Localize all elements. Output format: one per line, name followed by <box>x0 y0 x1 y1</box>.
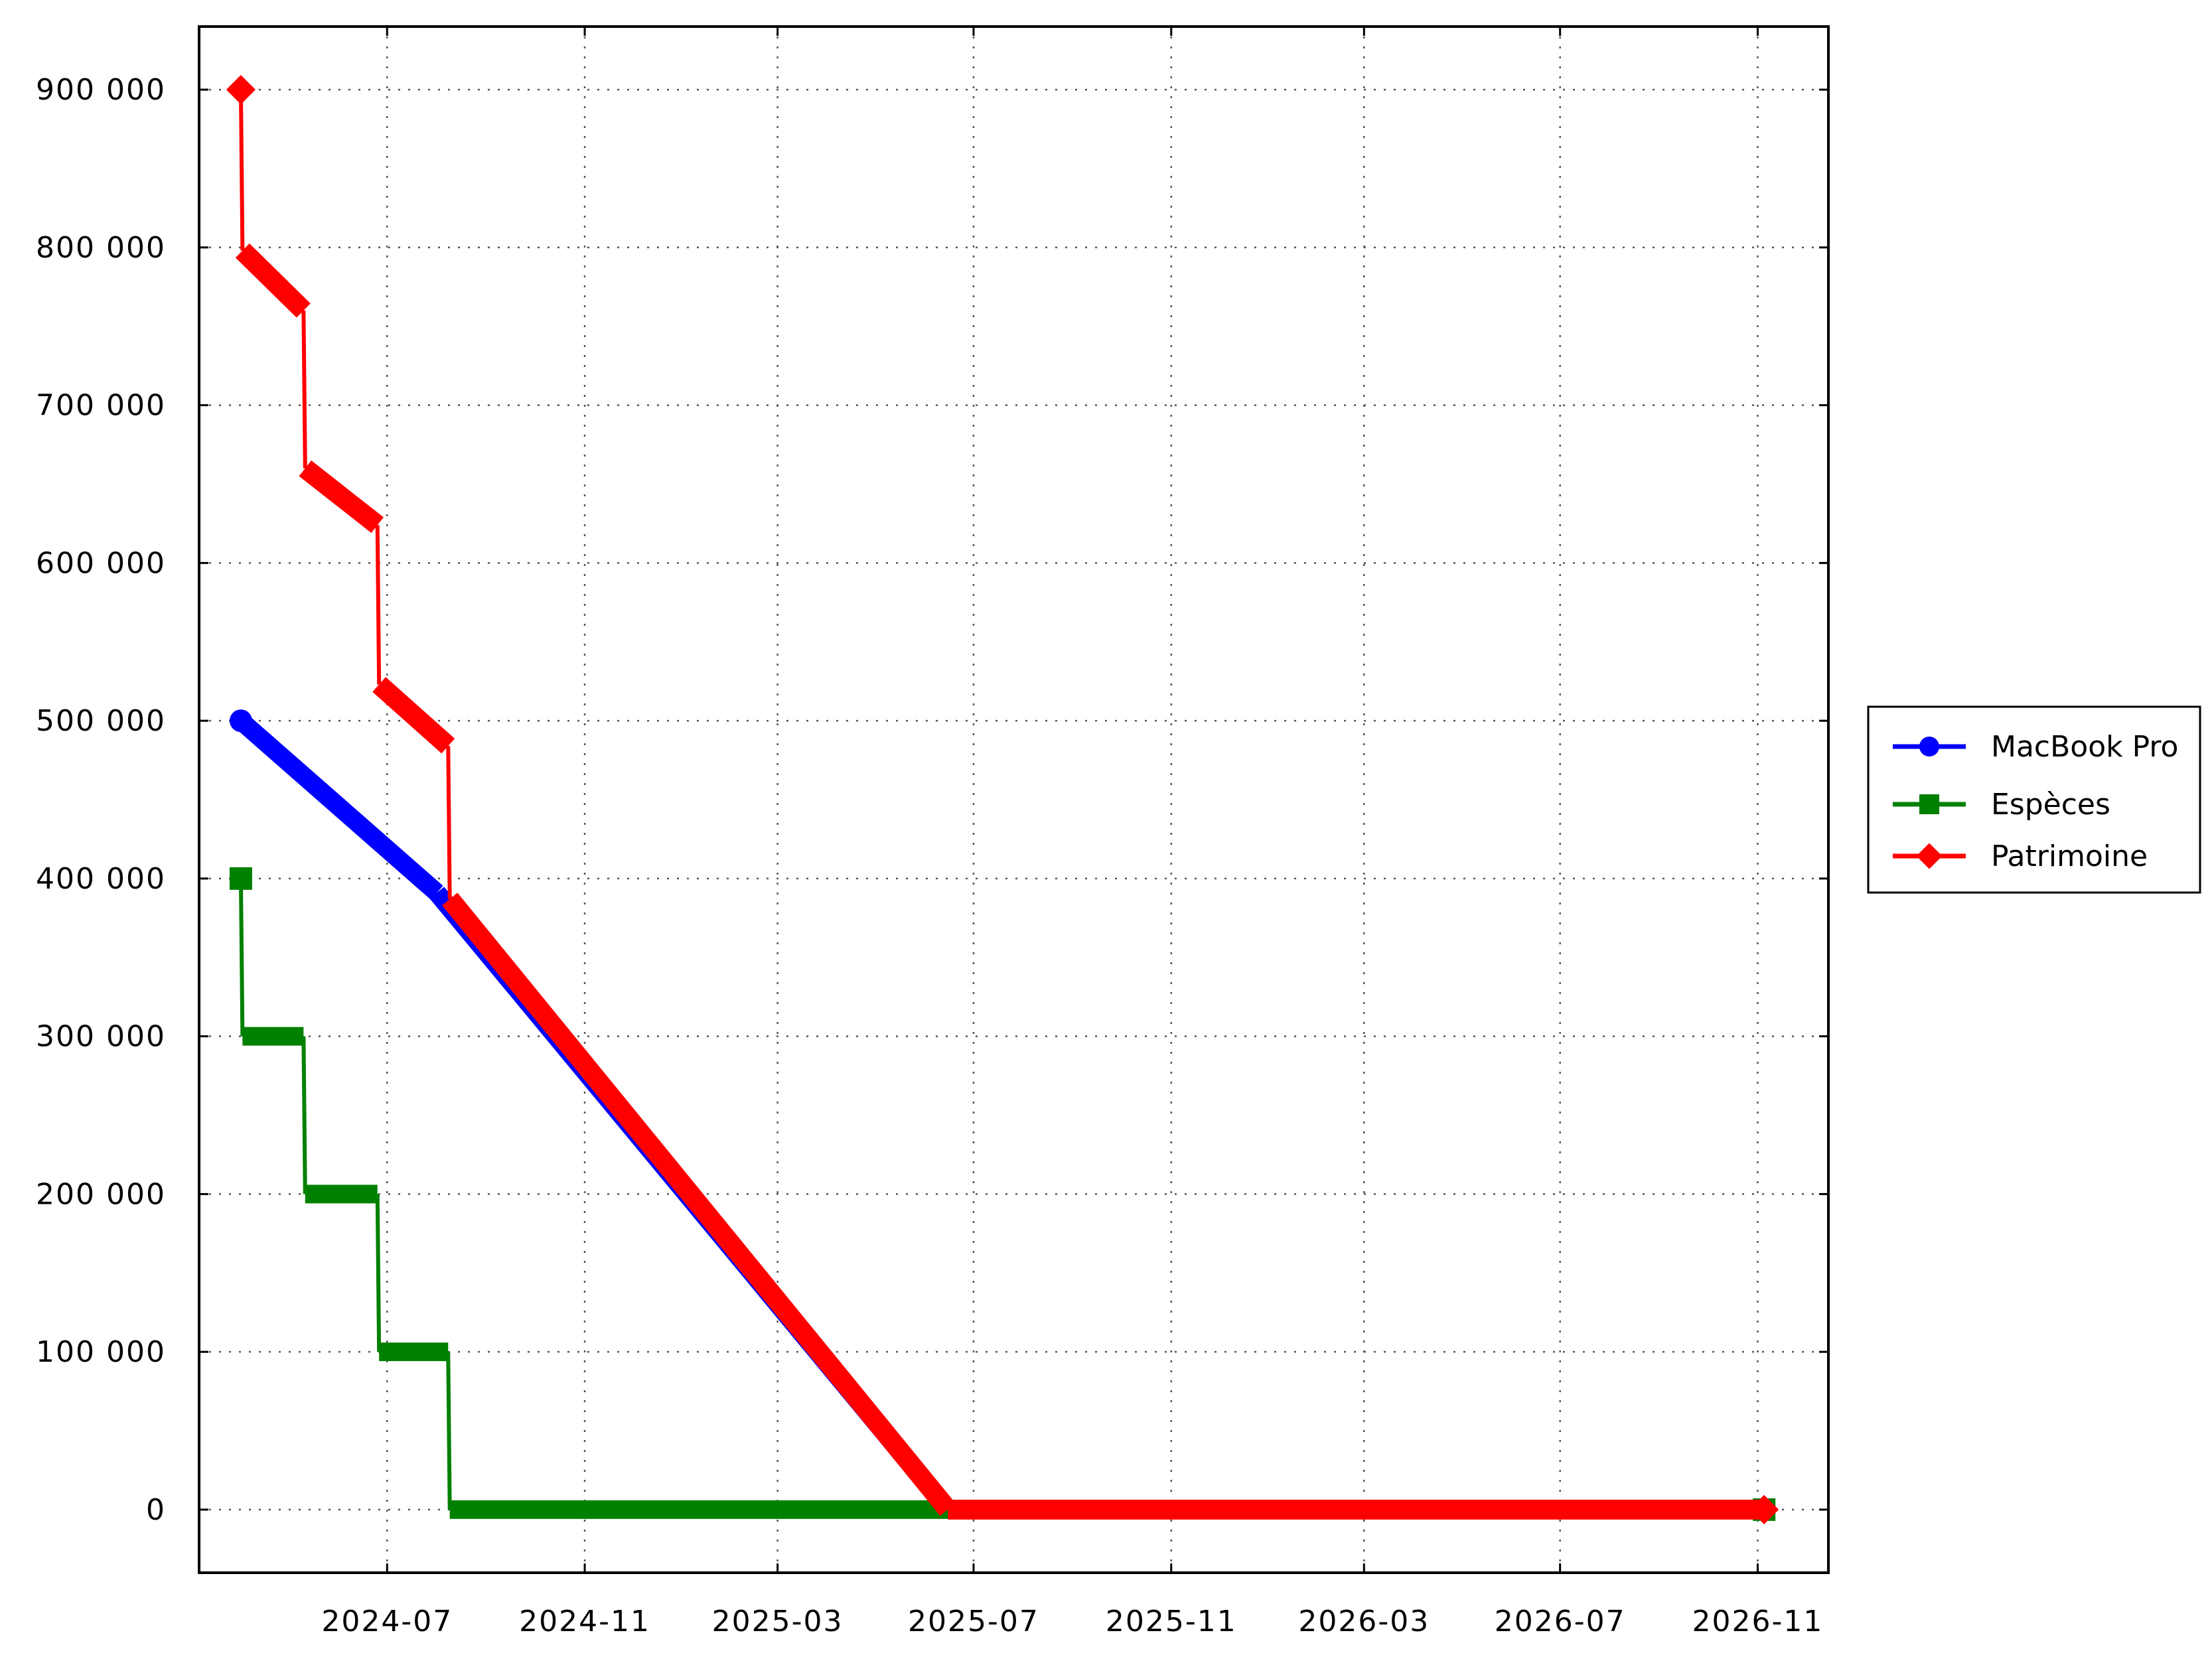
x-tick-label: 2026-11 <box>1692 1605 1824 1638</box>
y-tick-label: 200 000 <box>36 1177 166 1211</box>
legend-label: Espèces <box>1991 788 2110 822</box>
x-tick-label: 2024-11 <box>519 1605 650 1638</box>
series-segment <box>375 1194 382 1352</box>
legend-swatch-marker <box>1916 843 1943 869</box>
y-tick-label: 400 000 <box>36 862 166 896</box>
x-tick-label: 2024-07 <box>321 1605 453 1638</box>
legend-swatch-marker <box>1919 737 1939 757</box>
x-tick-label: 2026-07 <box>1495 1605 1626 1638</box>
legend: MacBook Pro Espèces Patrimoine <box>1867 705 2201 894</box>
legend-swatch-marker <box>1919 794 1939 814</box>
series-segment <box>299 460 384 534</box>
y-tick-label: 700 000 <box>36 389 166 423</box>
series-layer <box>226 75 1779 1524</box>
x-tick-label: 2025-11 <box>1106 1605 1237 1638</box>
y-tick-label: 500 000 <box>36 704 166 738</box>
series-segment <box>446 746 452 899</box>
data-point-marker <box>229 709 252 733</box>
series-segment <box>238 90 245 251</box>
series-segment <box>446 1352 452 1510</box>
legend-item: MacBook Pro <box>1893 730 2178 764</box>
series-segment <box>238 878 245 1037</box>
x-tick-label: 2026-03 <box>1298 1605 1430 1638</box>
y-tick-label: 0 <box>146 1493 166 1527</box>
series-segment <box>234 713 443 900</box>
series-segment <box>372 677 455 754</box>
legend-label: MacBook Pro <box>1991 730 2178 764</box>
x-tick-label: 2025-03 <box>712 1605 844 1638</box>
x-tick-label: 2025-07 <box>908 1605 1039 1638</box>
legend-item: Patrimoine <box>1893 839 2148 873</box>
axes: 0 100 000 200 000 300 000 400 000 500 000 600 … <box>36 27 1828 1638</box>
series-segment <box>301 1036 307 1194</box>
plot-frame <box>198 25 1830 1574</box>
y-tick-label: 600 000 <box>36 546 166 580</box>
legend-label: Patrimoine <box>1991 839 2148 873</box>
y-tick-label: 300 000 <box>36 1020 166 1054</box>
legend-item: Espèces <box>1893 788 2110 822</box>
data-point-marker <box>229 867 252 890</box>
series-segment <box>235 243 311 318</box>
series-segment <box>301 310 307 469</box>
series-segment <box>442 893 956 1516</box>
series-segment <box>375 525 382 685</box>
y-tick-label: 900 000 <box>36 73 166 107</box>
data-point-marker <box>226 75 256 105</box>
data-point-marker <box>1749 1494 1779 1524</box>
series-patrimoine <box>226 75 1779 1524</box>
y-tick-label: 100 000 <box>36 1335 166 1369</box>
y-tick-label: 800 000 <box>36 231 166 265</box>
